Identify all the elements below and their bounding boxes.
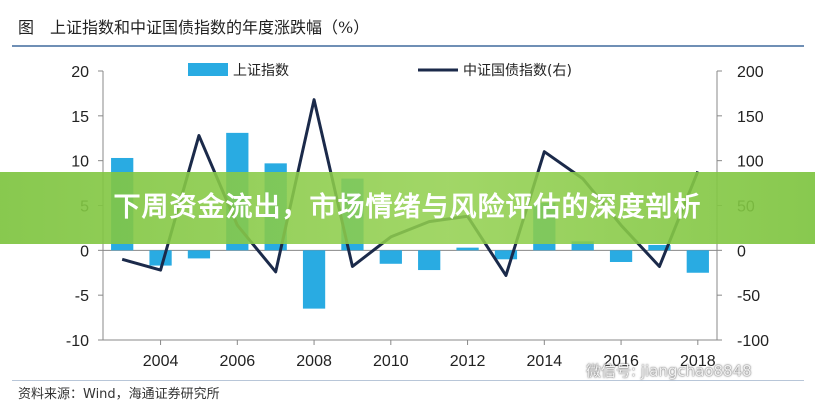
right-tick-label: 150 xyxy=(737,109,764,126)
left-tick-label: 0 xyxy=(80,243,89,260)
left-tick-label: 10 xyxy=(71,154,89,171)
legend-bar-swatch xyxy=(188,63,228,76)
x-tick-label: 2008 xyxy=(296,353,332,370)
bar-2017 xyxy=(648,244,671,251)
x-tick-label: 2006 xyxy=(220,353,256,370)
x-tick-label: 2018 xyxy=(680,353,716,370)
watermark: 微信号: jiangchao8848 xyxy=(560,360,752,381)
source-note: 资料来源：Wind，海通证券研究所 xyxy=(18,387,220,402)
legend-bar-label: 上证指数 xyxy=(233,63,289,79)
bar-2005 xyxy=(187,250,211,259)
banner-headline: 下周资金流出，市场情绪与风险评估的深度剖析 xyxy=(113,192,702,223)
figure-title-text: 上证指数和中证国债指数的年度涨跌幅（%） xyxy=(50,18,370,37)
title-divider xyxy=(12,45,804,47)
bar-2018 xyxy=(686,250,709,273)
bar-2013 xyxy=(494,250,518,260)
left-tick-label: -10 xyxy=(66,333,89,350)
left-tick-label: 20 xyxy=(71,64,89,81)
figure-title: 图上证指数和中证国债指数的年度涨跌幅（%） xyxy=(18,14,369,38)
bar-2010 xyxy=(379,250,402,264)
footer-divider xyxy=(12,380,804,381)
right-tick-label: -100 xyxy=(737,333,769,350)
left-tick-label: -5 xyxy=(75,288,89,305)
x-tick-label: 2010 xyxy=(373,353,409,370)
bar-2016 xyxy=(609,250,633,262)
bar-2015 xyxy=(571,241,594,251)
overlay-banner: 下周资金流出，市场情绪与风险评估的深度剖析 xyxy=(0,172,815,244)
x-tick-label: 2014 xyxy=(527,353,563,370)
bar-2012 xyxy=(456,247,479,251)
right-tick-label: -50 xyxy=(737,288,760,305)
x-tick-label: 2016 xyxy=(603,353,639,370)
watermark-text: 微信号: jiangchao8848 xyxy=(586,362,752,380)
bar-2004 xyxy=(149,250,172,266)
left-tick-label: 15 xyxy=(71,109,89,126)
wechat-icon xyxy=(560,363,580,379)
legend-line-label: 中证国债指数(右) xyxy=(463,63,572,79)
figure-label: 图 xyxy=(18,18,35,37)
bar-2008 xyxy=(302,250,326,309)
bar-2011 xyxy=(418,250,441,271)
x-tick-label: 2004 xyxy=(143,353,179,370)
right-tick-label: 200 xyxy=(737,64,764,81)
right-tick-label: 100 xyxy=(737,154,764,171)
chart-legend: 上证指数 中证国债指数(右) xyxy=(188,63,572,79)
x-tick-label: 2012 xyxy=(450,353,486,370)
right-tick-label: 0 xyxy=(737,243,746,260)
